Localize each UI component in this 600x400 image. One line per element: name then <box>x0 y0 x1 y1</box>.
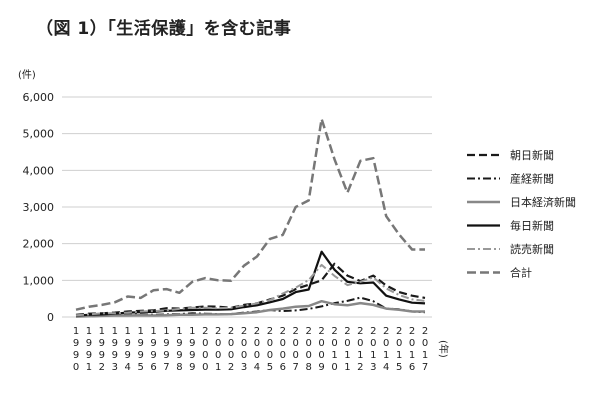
y-tick-label: 4,000 <box>23 164 55 177</box>
legend-label: 朝日新聞 <box>510 148 554 162</box>
legend-label: 合計 <box>510 266 532 280</box>
y-tick-label: 1,000 <box>23 274 55 287</box>
chart-title: （図 1）「生活保護」を含む記事 <box>36 19 292 39</box>
y-tick-label: 3,000 <box>23 201 55 214</box>
series-line <box>75 250 426 317</box>
series-line <box>75 262 426 316</box>
y-tick-label: 6,000 <box>23 91 55 104</box>
series-line <box>75 263 426 317</box>
legend-label: 産経新聞 <box>510 172 554 186</box>
y-tick-label: 0 <box>47 311 54 324</box>
series-line <box>75 296 426 318</box>
legend-label: 日本経済新聞 <box>510 195 576 209</box>
legend-label: 毎日新聞 <box>510 219 554 233</box>
legend-label: 読売新聞 <box>510 242 554 256</box>
y-tick-label: 5,000 <box>23 128 55 141</box>
y-axis-unit: (件) <box>18 69 36 81</box>
series-line <box>75 299 425 318</box>
x-axis-unit: (年) <box>437 340 450 358</box>
series-line <box>75 117 425 311</box>
y-tick-label: 2,000 <box>23 238 55 251</box>
